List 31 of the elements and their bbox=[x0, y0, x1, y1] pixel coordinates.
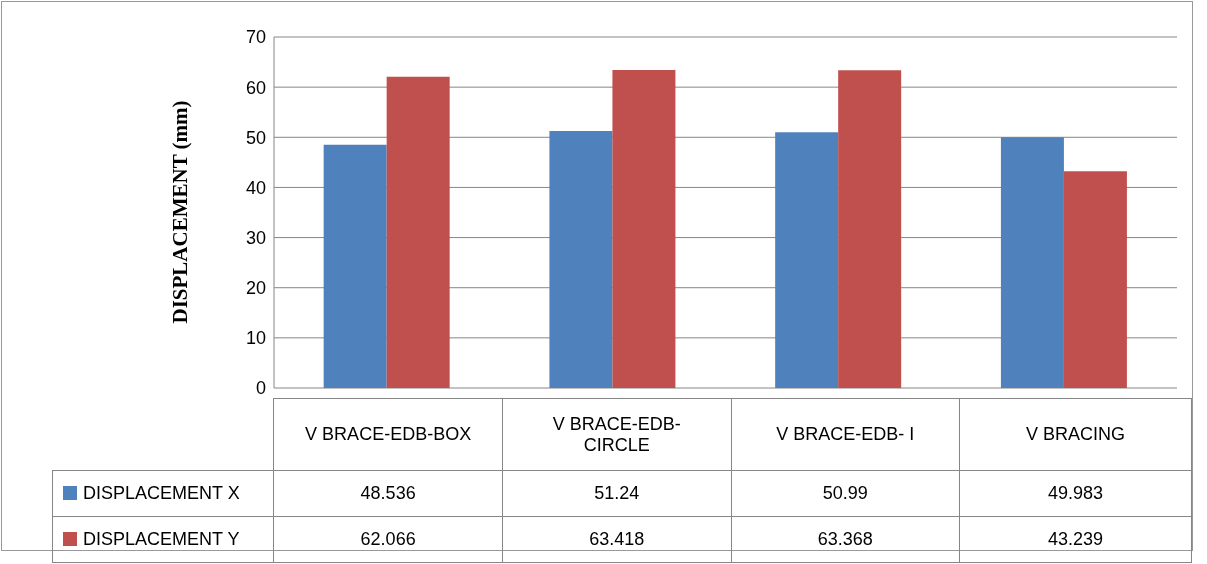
y-tick-label: 60 bbox=[245, 77, 266, 98]
bar bbox=[775, 132, 839, 388]
x-tick-label: V BRACING bbox=[959, 398, 1192, 471]
y-tick-label: 70 bbox=[245, 27, 266, 48]
data-label: 49.983 bbox=[959, 470, 1192, 517]
y-tick-label: 0 bbox=[255, 378, 266, 399]
x-tick-label: V BRACE-EDB-BOX bbox=[273, 398, 503, 471]
data-label: 63.418 bbox=[502, 516, 731, 563]
y-tick-label: 40 bbox=[245, 177, 266, 198]
bar bbox=[386, 76, 450, 388]
y-tick-label: 20 bbox=[245, 278, 266, 299]
legend-label: DISPLACEMENT Y bbox=[52, 516, 274, 563]
legend-label: DISPLACEMENT X bbox=[52, 470, 274, 517]
data-label: 51.24 bbox=[502, 470, 731, 517]
data-label: 63.368 bbox=[731, 516, 960, 563]
x-tick-label: V BRACE-EDB-CIRCLE bbox=[502, 398, 731, 471]
data-label: 50.99 bbox=[731, 470, 960, 517]
data-label: 48.536 bbox=[273, 470, 503, 517]
y-tick-label: 50 bbox=[245, 127, 266, 148]
bar bbox=[1000, 137, 1064, 388]
bar bbox=[323, 144, 387, 388]
bar bbox=[838, 70, 902, 388]
bar bbox=[612, 70, 676, 388]
y-tick-label: 10 bbox=[245, 328, 266, 349]
bar bbox=[549, 131, 613, 388]
data-label: 62.066 bbox=[273, 516, 503, 563]
data-label: 43.239 bbox=[959, 516, 1192, 563]
y-tick-label: 30 bbox=[245, 227, 266, 248]
bar bbox=[1063, 171, 1127, 388]
x-tick-label: V BRACE-EDB- I bbox=[731, 398, 960, 471]
y-axis-title: DISPLACEMENT (mm) bbox=[167, 100, 193, 324]
